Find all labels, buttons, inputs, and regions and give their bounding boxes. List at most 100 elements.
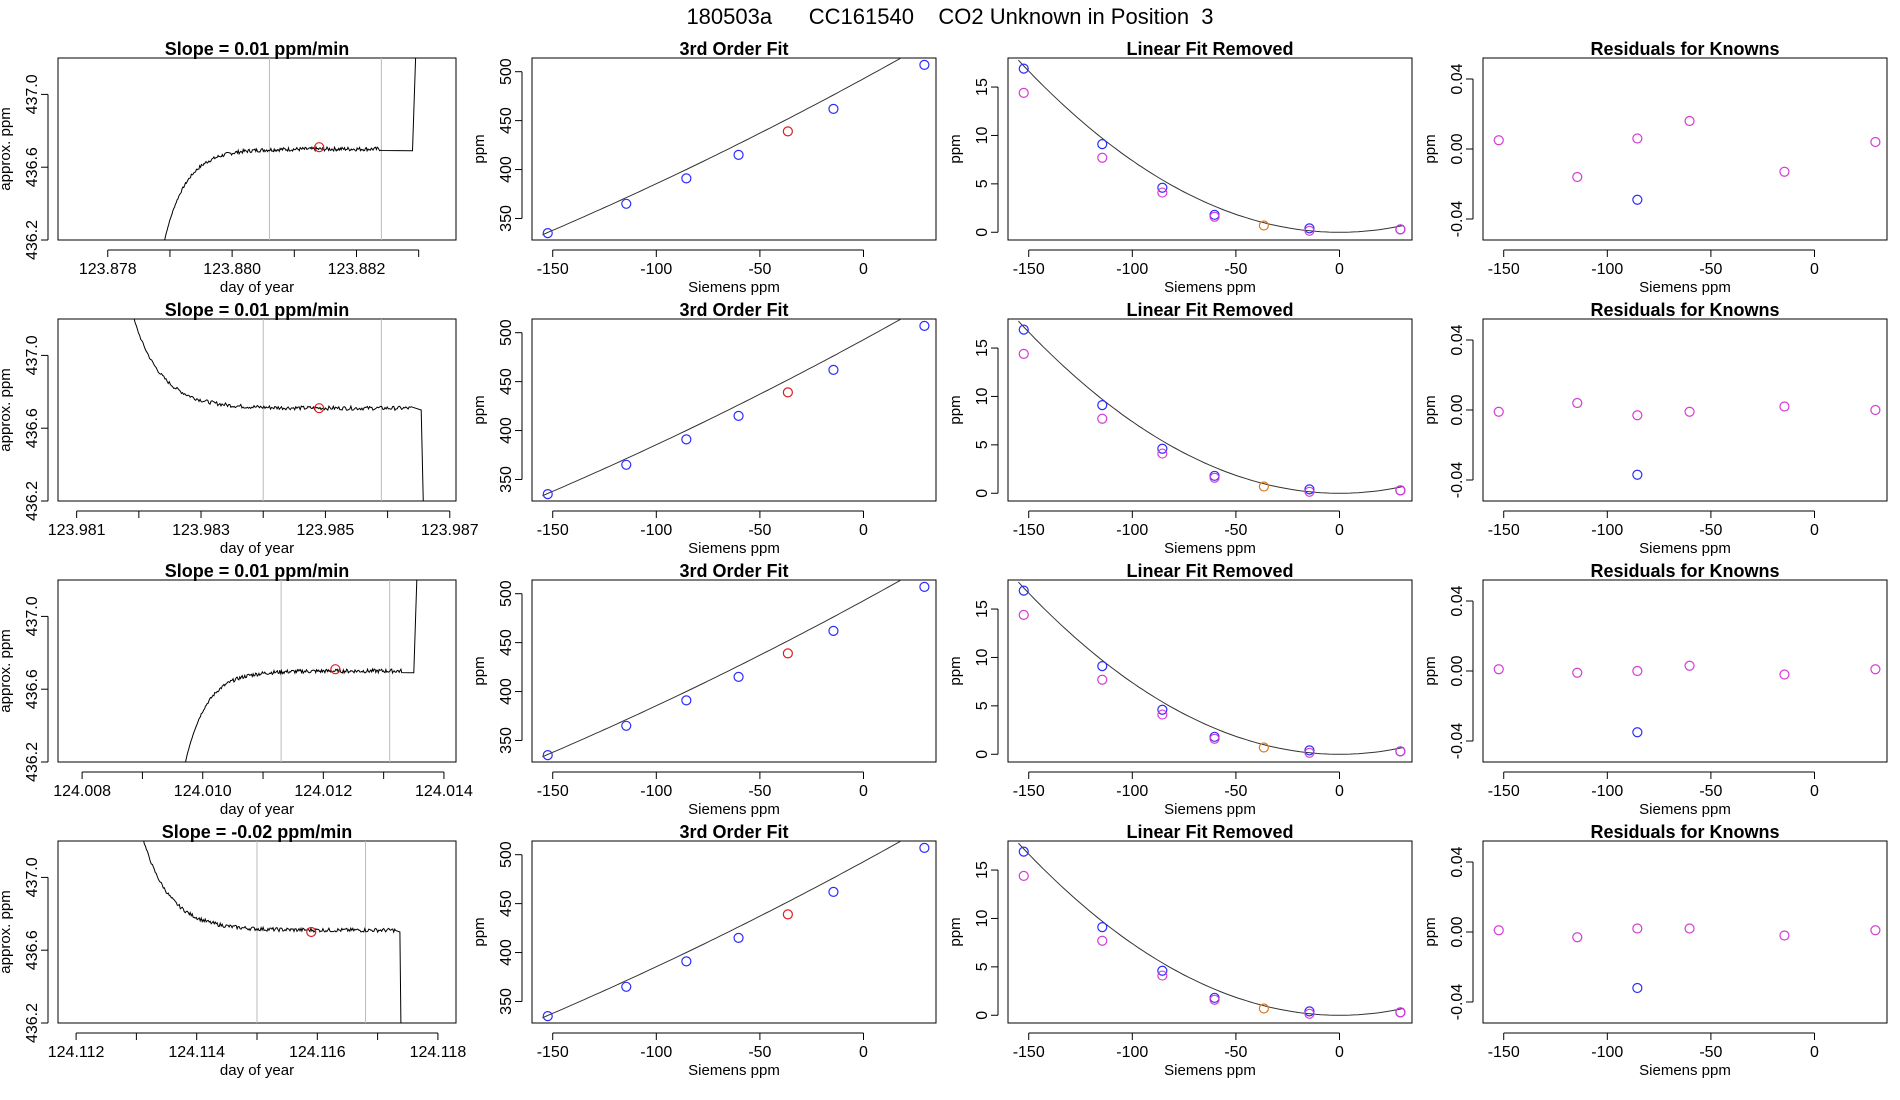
data-point — [1097, 152, 1108, 163]
y-tick-label: 350 — [498, 466, 515, 493]
data-point — [1684, 115, 1695, 127]
y-tick-label: 5 — [974, 701, 991, 710]
data-point — [1632, 923, 1643, 934]
fit-curve — [542, 841, 903, 1019]
plot-frame — [1007, 318, 1413, 502]
data-point — [1493, 925, 1504, 936]
data-point — [1157, 448, 1168, 459]
y-tick-label: 436.2 — [24, 742, 41, 782]
y-tick-label: -0.04 — [1449, 201, 1466, 238]
x-tick-label: -150 — [1488, 261, 1520, 278]
y-tick-label: -0.04 — [1449, 984, 1466, 1021]
data-point — [1157, 187, 1168, 198]
x-tick-label: -100 — [1591, 1044, 1623, 1061]
x-tick-label: -50 — [1699, 261, 1722, 278]
x-tick-label: 124.116 — [289, 1044, 346, 1061]
y-tick-label: 400 — [498, 939, 515, 966]
y-tick-label: 450 — [498, 629, 515, 656]
x-tick-label: -50 — [748, 1044, 771, 1061]
y-tick-label: 437.0 — [24, 335, 41, 375]
data-point — [681, 434, 692, 445]
y-tick-label: 0.04 — [1449, 324, 1466, 355]
data-point — [919, 320, 930, 331]
plot-area — [542, 58, 903, 236]
y-tick-label: -0.04 — [1449, 723, 1466, 760]
y-tick-label: 436.6 — [24, 408, 41, 448]
x-tick-label: -150 — [537, 522, 569, 539]
y-tick-label: 450 — [498, 890, 515, 917]
x-tick-label: -150 — [1013, 522, 1045, 539]
data-point — [542, 1011, 553, 1022]
data-point — [919, 842, 930, 853]
y-tick-label: 10 — [974, 648, 991, 666]
plot-frame — [1007, 57, 1413, 241]
data-point — [1684, 660, 1695, 671]
x-tick-label: 124.012 — [294, 783, 352, 800]
y-axis-label: ppm — [1422, 917, 1439, 946]
x-tick-label: -100 — [640, 261, 672, 278]
y-axis-label: ppm — [471, 917, 488, 946]
y-tick-label: 350 — [498, 727, 515, 754]
y-tick-label: 437.0 — [24, 596, 41, 636]
data-point — [1684, 406, 1695, 417]
panel-title: Slope = -0.02 ppm/min — [162, 822, 353, 842]
plot-frame — [531, 579, 937, 763]
data-point — [681, 956, 692, 967]
x-tick-label: 0 — [859, 783, 868, 800]
panel-title: Residuals for Knowns — [1590, 822, 1779, 842]
x-tick-label: -150 — [1488, 783, 1520, 800]
y-tick-label: 436.2 — [24, 481, 41, 521]
data-point — [542, 489, 553, 500]
y-axis-label: ppm — [947, 395, 964, 424]
data-point — [1779, 401, 1790, 412]
x-tick-label: -150 — [1488, 1044, 1520, 1061]
x-tick-label: -50 — [1699, 522, 1722, 539]
data-point — [1632, 727, 1643, 738]
x-axis-label: day of year — [220, 1062, 294, 1079]
y-axis-label: ppm — [947, 656, 964, 685]
y-axis-label: ppm — [471, 656, 488, 685]
page-title: 180503a CC161540 CO2 Unknown in Position… — [686, 4, 1214, 29]
x-tick-label: -50 — [1699, 783, 1722, 800]
panel-title: Linear Fit Removed — [1126, 300, 1293, 320]
data-point — [1157, 443, 1168, 454]
data-point — [1018, 870, 1029, 881]
fit-curve — [542, 58, 903, 236]
marker-point — [314, 403, 325, 414]
panel-title: Linear Fit Removed — [1126, 822, 1293, 842]
fit-curve — [1018, 842, 1404, 1016]
x-tick-label: -150 — [1013, 783, 1045, 800]
marker-point — [314, 142, 325, 153]
data-point — [1870, 664, 1881, 675]
data-point — [621, 459, 632, 470]
y-tick-label: 400 — [498, 156, 515, 183]
y-tick-label: 5 — [974, 962, 991, 971]
y-tick-label: 15 — [974, 78, 991, 96]
y-tick-label: 0 — [974, 489, 991, 498]
y-tick-label: 500 — [498, 58, 515, 85]
y-tick-label: 500 — [498, 580, 515, 607]
data-point — [1157, 965, 1168, 976]
y-tick-label: 0.04 — [1449, 846, 1466, 877]
plot-area — [542, 841, 903, 1019]
fit-curve — [542, 319, 903, 497]
fit-curve — [542, 580, 903, 758]
x-axis-label: Siemens ppm — [688, 801, 780, 818]
data-trace — [164, 58, 417, 240]
data-point — [1632, 194, 1643, 205]
y-axis-label: ppm — [471, 395, 488, 424]
data-point — [1097, 661, 1108, 672]
data-point — [1018, 324, 1029, 335]
x-tick-label: 123.882 — [328, 261, 386, 278]
data-point — [1493, 406, 1504, 417]
data-point — [782, 387, 793, 398]
x-tick-label: -100 — [1591, 261, 1623, 278]
data-point — [1258, 1003, 1269, 1014]
x-tick-label: -50 — [1699, 1044, 1722, 1061]
data-point — [1157, 182, 1168, 193]
y-tick-label: 15 — [974, 339, 991, 357]
x-tick-label: -100 — [640, 783, 672, 800]
data-point — [1258, 220, 1269, 231]
x-tick-label: -150 — [1488, 522, 1520, 539]
data-point — [1018, 87, 1029, 98]
